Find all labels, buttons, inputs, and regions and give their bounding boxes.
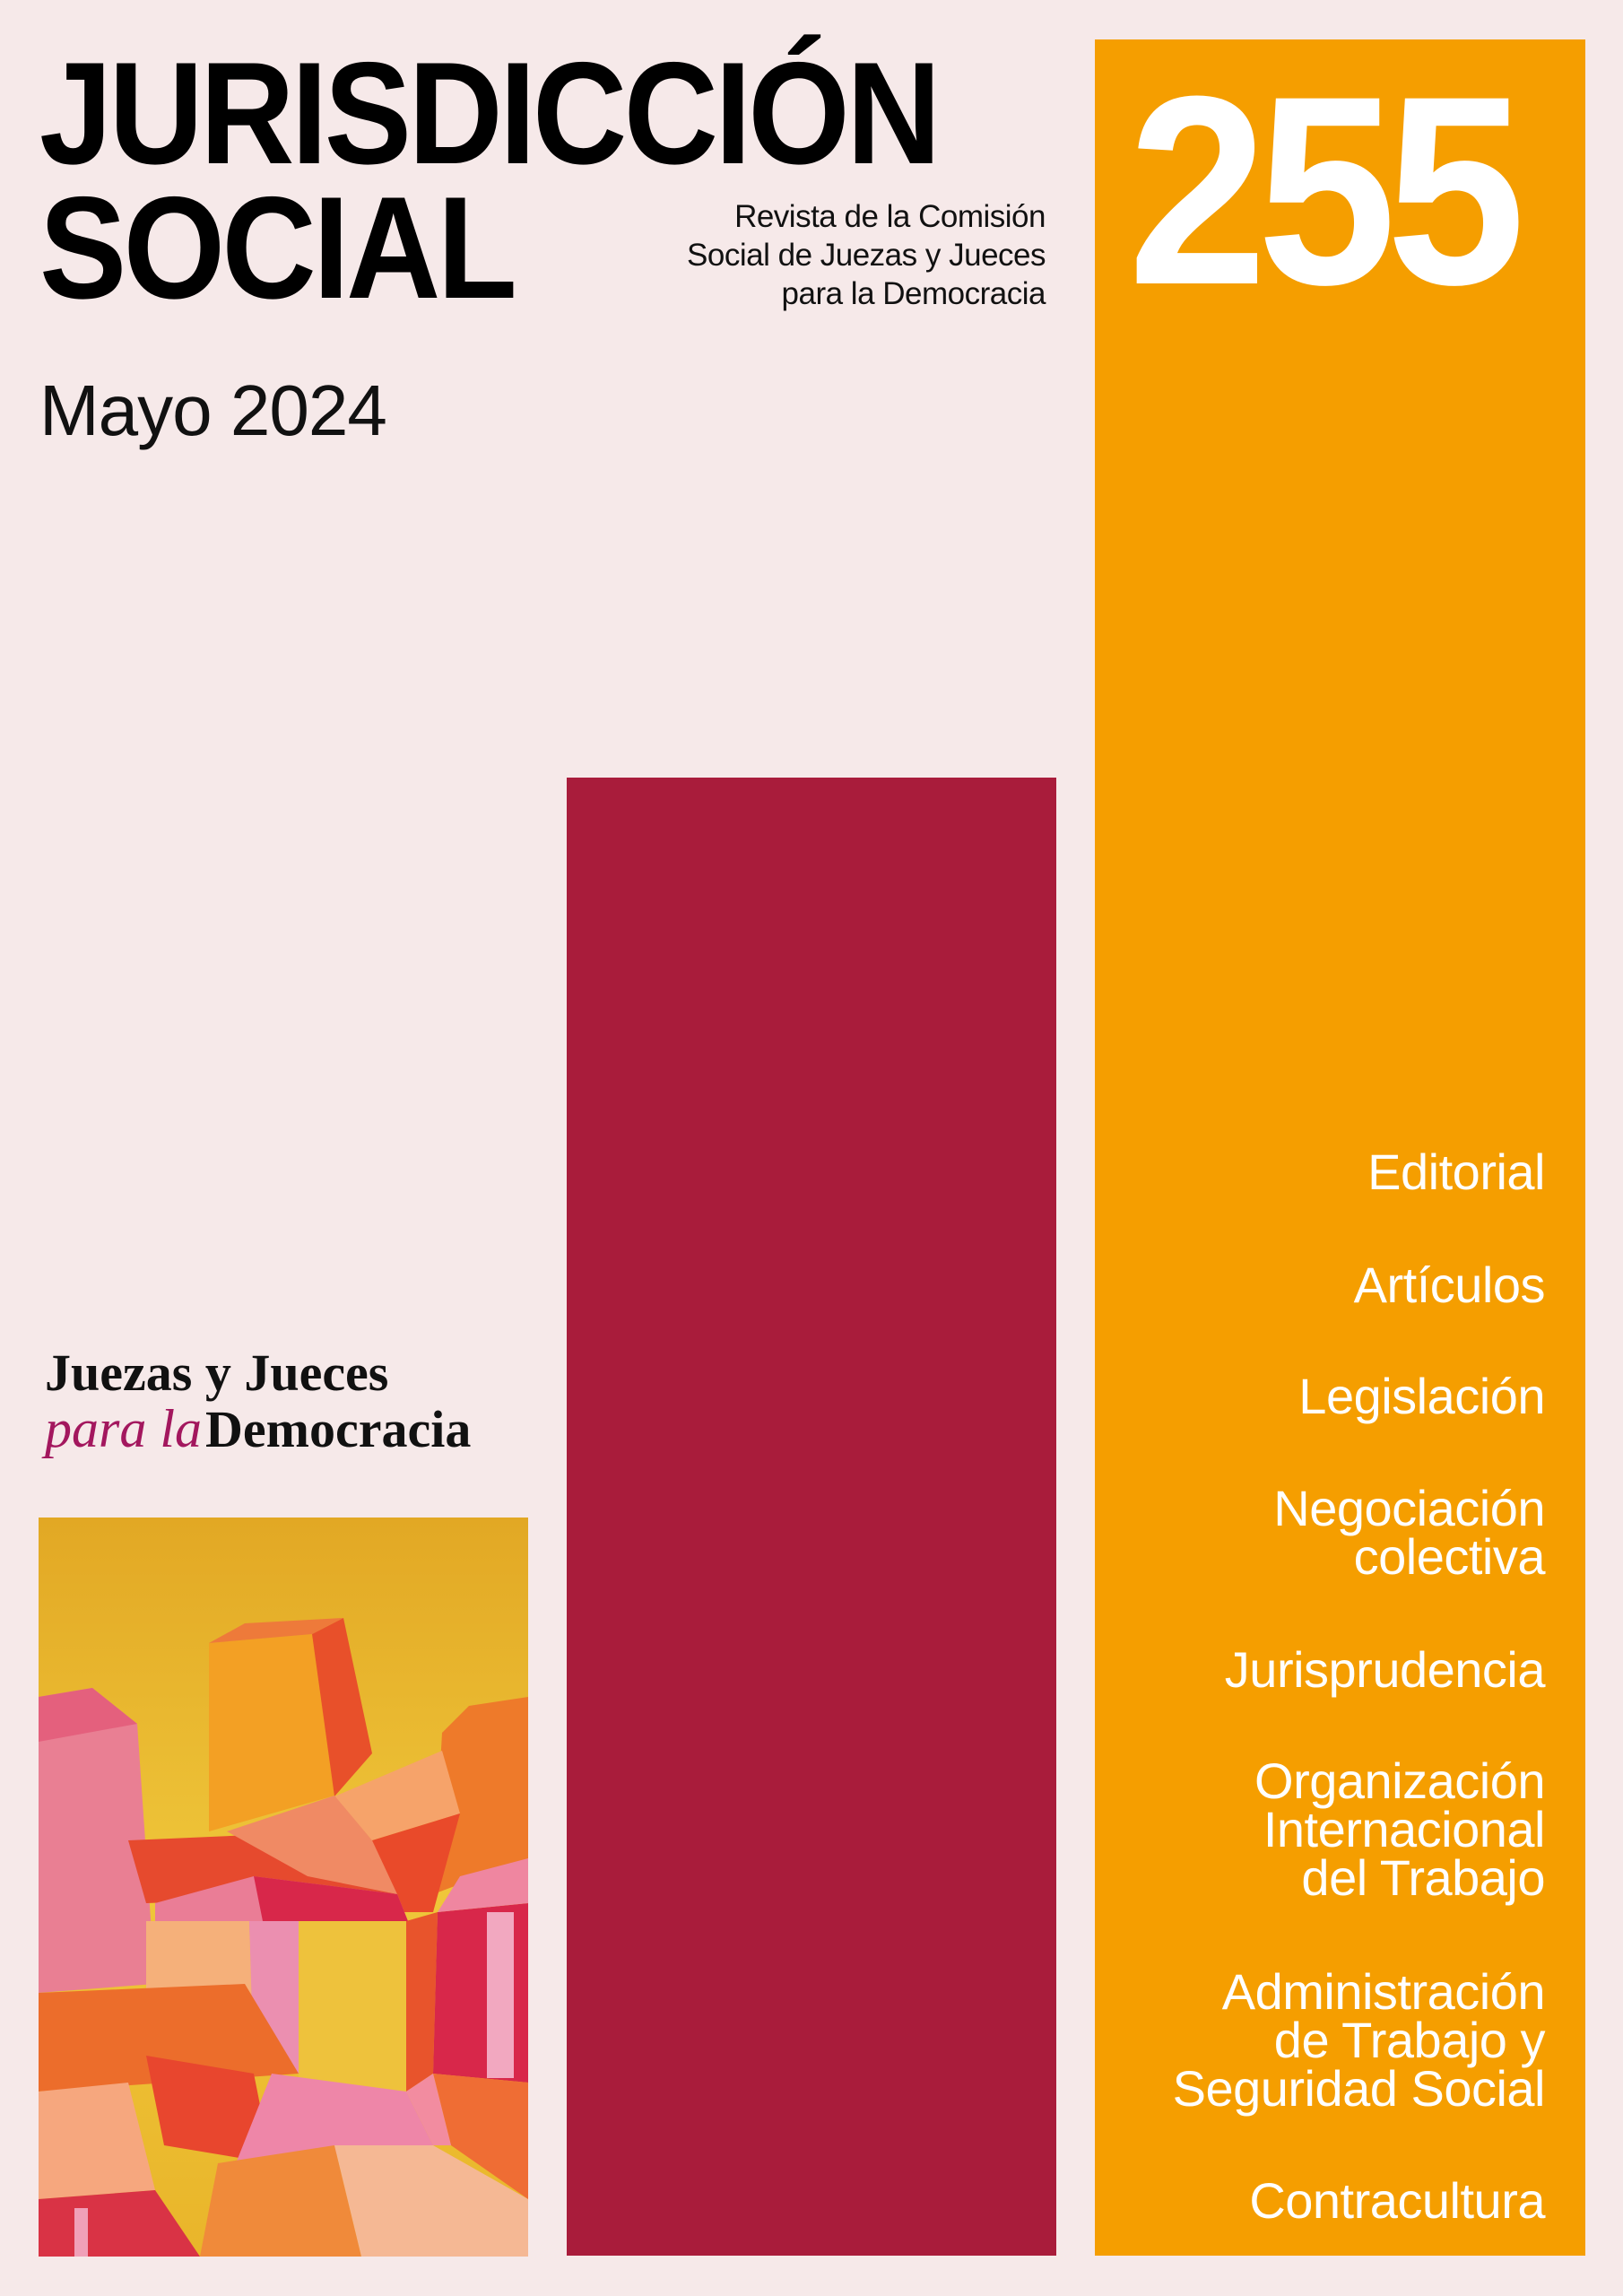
- section-label-line: Internacional: [1263, 1801, 1546, 1857]
- subtitle-line: para la Democracia: [781, 276, 1046, 311]
- section-item: Administración de Trabajo y Seguridad Soci…: [1172, 1963, 1546, 2117]
- section-item: Artículos: [1353, 1257, 1546, 1313]
- issue-date: Mayo 2024: [39, 370, 387, 450]
- section-label-line: de Trabajo y: [1273, 2012, 1546, 2068]
- logo-bold: Democracia: [205, 1400, 472, 1458]
- section-item: Legislación: [1298, 1368, 1545, 1424]
- section-label-line: Negociación: [1273, 1480, 1545, 1536]
- section-label-line: del Trabajo: [1301, 1849, 1545, 1906]
- logo-italic: para la: [45, 1399, 203, 1458]
- crimson-column: [567, 778, 1056, 2256]
- section-label-line: Administración: [1221, 1963, 1546, 2020]
- magazine-title-line1: JURISDICCIÓN: [39, 32, 941, 195]
- section-item: Editorial: [1367, 1144, 1545, 1200]
- section-label-line: Jurisprudencia: [1224, 1641, 1546, 1698]
- logo-line1: Juezas y Jueces: [45, 1344, 389, 1402]
- orange-column: [1095, 39, 1585, 2256]
- painting-shapes: [39, 1618, 528, 2257]
- magazine-title-line2: SOCIAL: [39, 167, 517, 329]
- section-item: Jurisprudencia: [1224, 1641, 1546, 1698]
- section-label-line: Artículos: [1353, 1257, 1546, 1313]
- publisher-logo: Juezas y Jueces para la Democracia: [45, 1345, 471, 1471]
- cover-painting: [39, 1518, 528, 2257]
- subtitle-line: Social de Juezas y Jueces: [687, 238, 1046, 273]
- section-label-line: Legislación: [1298, 1368, 1545, 1424]
- section-label-line: Editorial: [1367, 1144, 1545, 1200]
- issue-number: 255: [1128, 39, 1525, 341]
- section-item: Contracultura: [1249, 2172, 1545, 2229]
- magazine-subtitle: Revista de la Comisión Social de Juezas …: [687, 197, 1046, 313]
- section-item: Negociación colectiva: [1273, 1480, 1546, 1585]
- section-label-line: Organización: [1254, 1752, 1545, 1809]
- section-item: Organización Internacional del Trabajo: [1254, 1752, 1546, 1906]
- section-label-line: Contracultura: [1249, 2172, 1545, 2229]
- section-label-line: colectiva: [1353, 1528, 1546, 1585]
- section-label-line: Seguridad Social: [1172, 2060, 1546, 2117]
- subtitle-line: Revista de la Comisión: [734, 199, 1046, 234]
